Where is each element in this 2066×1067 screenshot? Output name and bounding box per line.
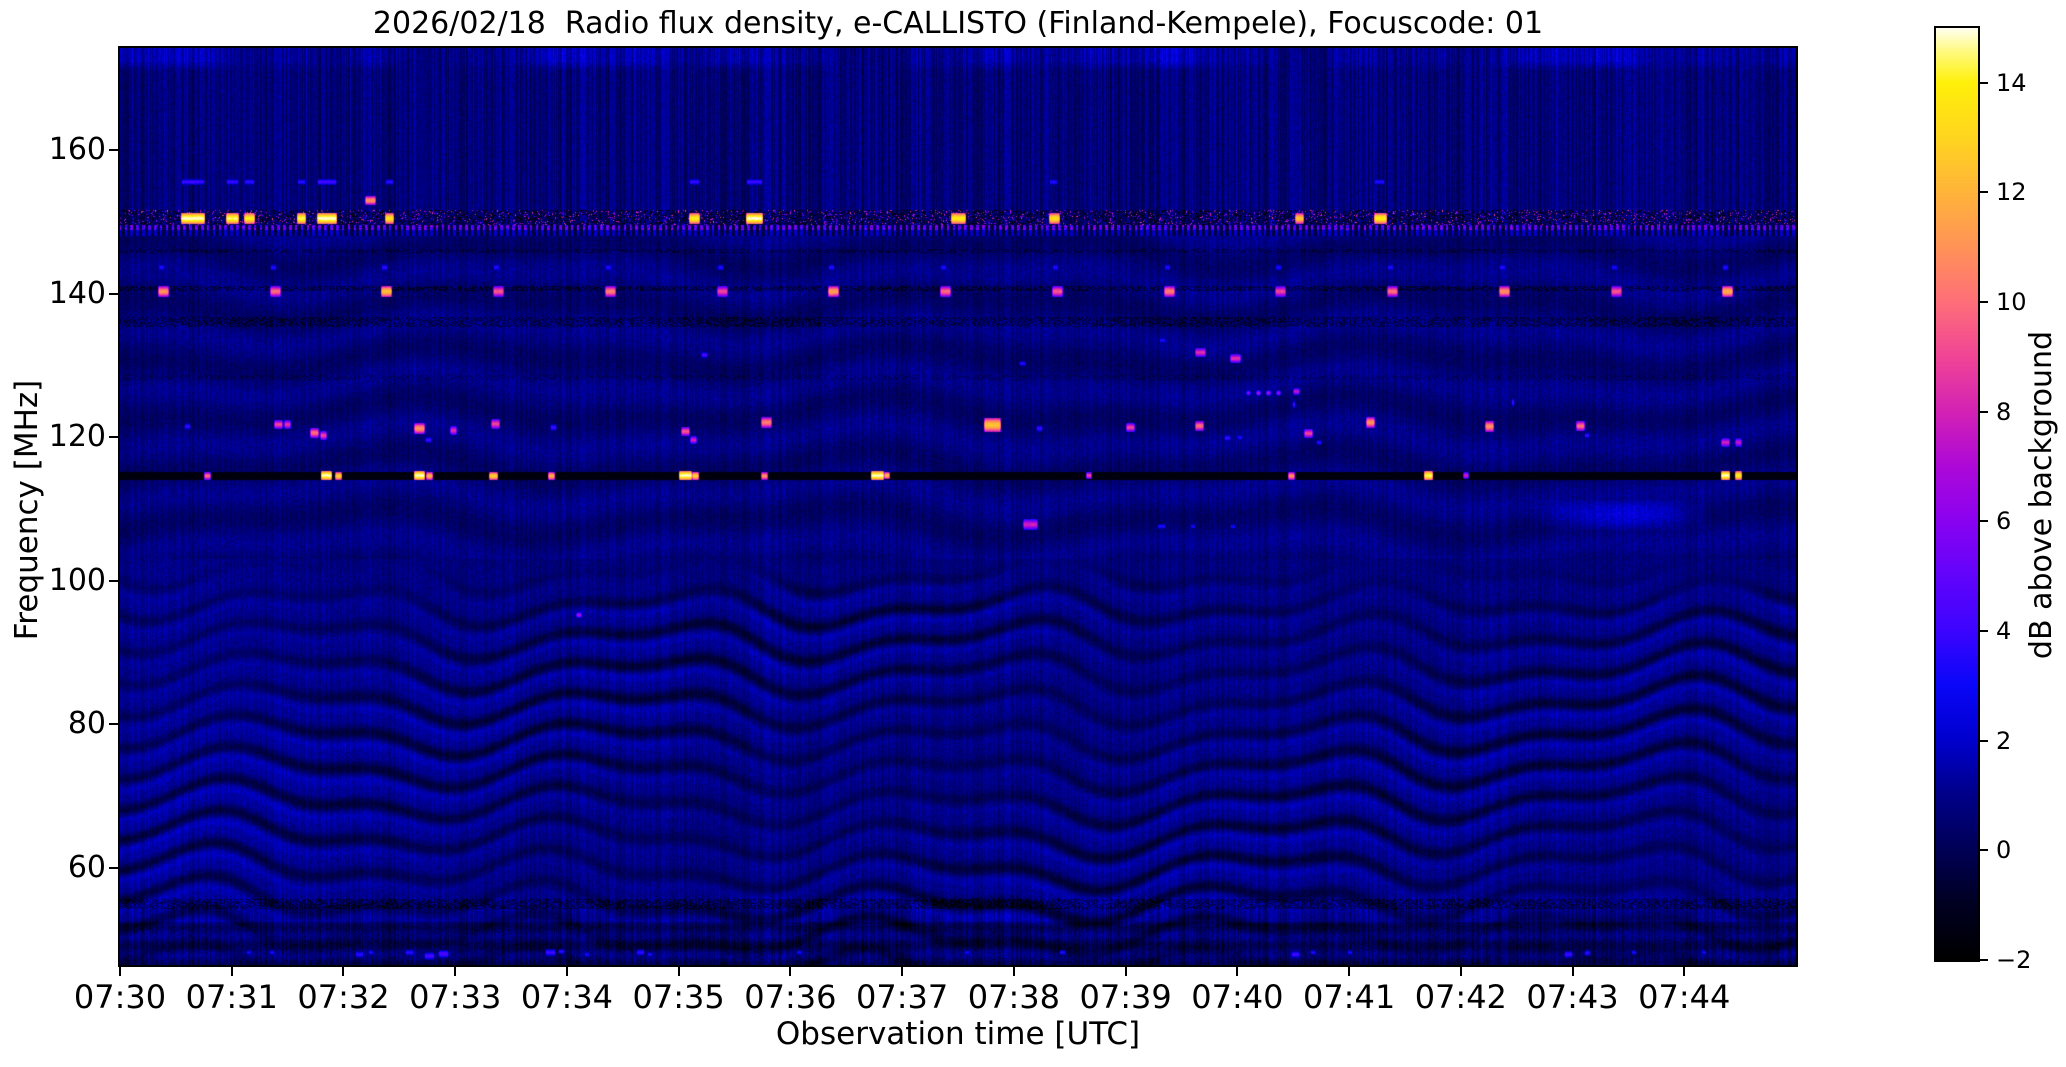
colorbar-tick-label: 14 bbox=[1996, 68, 2027, 97]
colorbar-tick-label: 6 bbox=[1996, 507, 2012, 536]
x-tick-mark bbox=[901, 967, 904, 976]
y-tick-mark bbox=[109, 723, 118, 726]
x-tick-mark bbox=[789, 967, 792, 976]
x-tick-label: 07:44 bbox=[1638, 978, 1731, 1016]
colorbar-tick-label: 4 bbox=[1996, 617, 2012, 646]
x-tick-label: 07:38 bbox=[967, 978, 1060, 1016]
y-tick-mark bbox=[109, 867, 118, 870]
x-tick-mark bbox=[677, 967, 680, 976]
x-tick-label: 07:37 bbox=[856, 978, 949, 1016]
y-tick-label: 120 bbox=[48, 419, 106, 455]
spectrogram-canvas bbox=[120, 48, 1796, 965]
x-tick-mark bbox=[342, 967, 345, 976]
plot-frame bbox=[118, 46, 1798, 967]
x-tick-mark bbox=[1683, 967, 1686, 976]
colorbar-tick-mark bbox=[1980, 410, 1988, 413]
colorbar-axis-label: dB above background bbox=[2024, 330, 2059, 660]
x-tick-label: 07:33 bbox=[409, 978, 502, 1016]
chart-title: 2026/02/18 Radio flux density, e-CALLIST… bbox=[372, 6, 1544, 41]
x-tick-mark bbox=[1012, 967, 1015, 976]
colorbar-tick-mark bbox=[1980, 849, 1988, 852]
colorbar-tick-label: 2 bbox=[1996, 726, 2012, 755]
colorbar-tick-mark bbox=[1980, 301, 1988, 304]
x-axis-label: Observation time [UTC] bbox=[775, 1016, 1141, 1052]
x-tick-label: 07:39 bbox=[1079, 978, 1172, 1016]
x-tick-mark bbox=[119, 967, 121, 976]
y-tick-label: 140 bbox=[48, 275, 106, 311]
x-tick-label: 07:34 bbox=[520, 978, 614, 1016]
x-tick-label: 07:41 bbox=[1302, 978, 1396, 1016]
y-tick-mark bbox=[109, 148, 118, 151]
x-tick-mark bbox=[1236, 967, 1239, 976]
y-tick-mark bbox=[109, 436, 118, 439]
y-axis-label: Frequency [MHz] bbox=[9, 379, 45, 641]
y-tick-label: 160 bbox=[48, 131, 106, 167]
colorbar-tick-mark bbox=[1980, 630, 1988, 633]
x-tick-mark bbox=[1459, 967, 1462, 976]
x-tick-mark bbox=[565, 967, 568, 976]
x-tick-mark bbox=[454, 967, 457, 976]
y-tick-label: 80 bbox=[67, 706, 106, 742]
y-tick-mark bbox=[109, 292, 118, 295]
x-tick-mark bbox=[230, 967, 233, 976]
colorbar-tick-label: 10 bbox=[1996, 288, 2027, 317]
colorbar-tick-mark bbox=[1980, 520, 1988, 523]
colorbar-canvas bbox=[1936, 28, 1978, 960]
y-tick-label: 100 bbox=[48, 562, 106, 598]
colorbar-tick-label: 12 bbox=[1996, 178, 2027, 207]
colorbar-tick-label: 0 bbox=[1996, 836, 2012, 865]
x-tick-label: 07:36 bbox=[744, 978, 837, 1016]
x-tick-label: 07:42 bbox=[1414, 978, 1507, 1016]
x-tick-label: 07:32 bbox=[297, 978, 390, 1016]
colorbar-frame bbox=[1934, 26, 1980, 962]
x-tick-label: 07:40 bbox=[1191, 978, 1284, 1016]
x-tick-label: 07:35 bbox=[632, 978, 725, 1016]
x-tick-label: 07:43 bbox=[1526, 978, 1619, 1016]
colorbar-tick-label: 8 bbox=[1996, 397, 2012, 426]
colorbar-tick-mark bbox=[1980, 739, 1988, 742]
x-tick-label: 07:31 bbox=[185, 978, 278, 1016]
x-tick-mark bbox=[1348, 967, 1351, 976]
colorbar-tick-mark bbox=[1980, 81, 1988, 84]
y-tick-mark bbox=[109, 579, 118, 582]
x-tick-mark bbox=[1571, 967, 1574, 976]
colorbar-tick-mark bbox=[1980, 191, 1988, 194]
colorbar-tick-label: −2 bbox=[1996, 946, 2032, 974]
x-tick-mark bbox=[1124, 967, 1127, 976]
x-tick-label: 07:30 bbox=[73, 978, 167, 1016]
y-tick-label: 60 bbox=[67, 850, 106, 886]
colorbar-tick-mark bbox=[1980, 959, 1988, 961]
